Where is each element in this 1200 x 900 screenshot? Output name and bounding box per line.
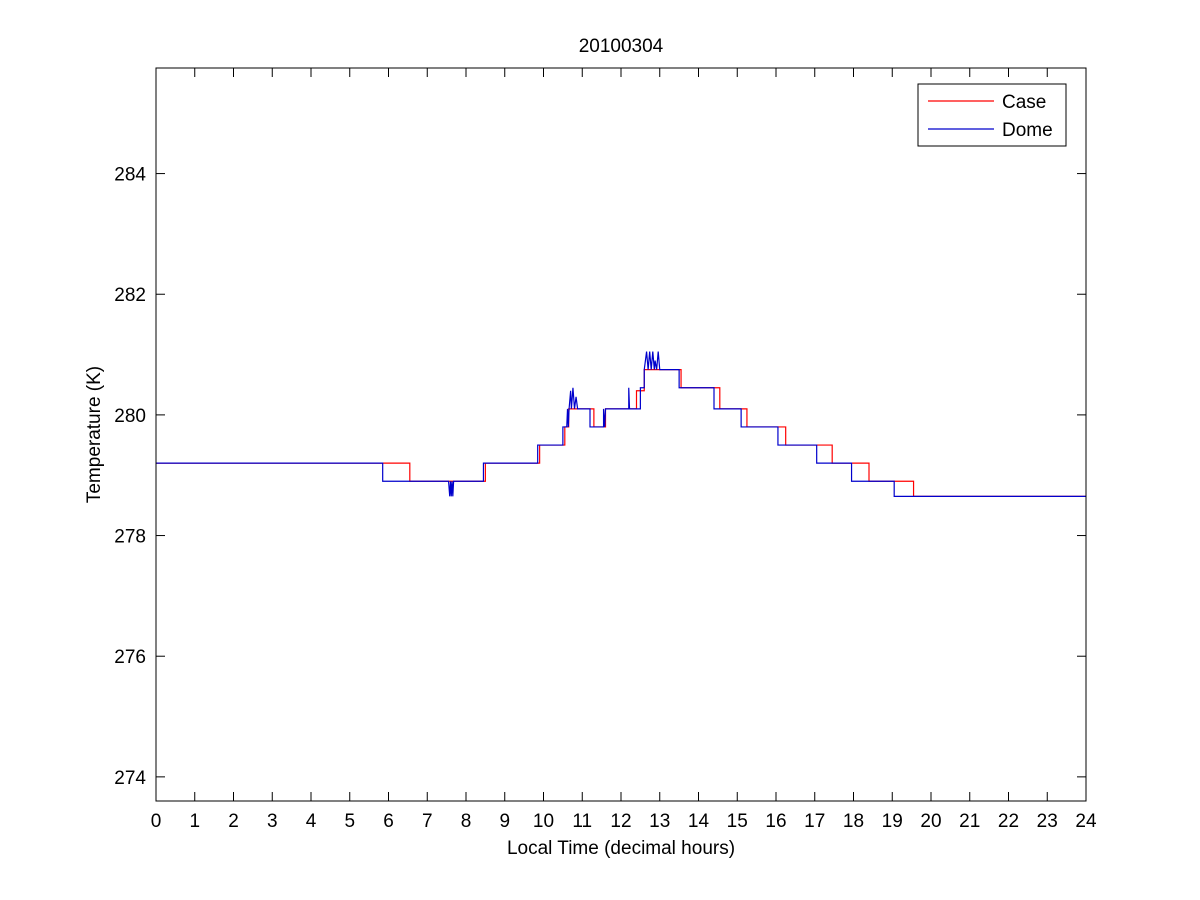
- y-tick-label: 278: [114, 527, 146, 548]
- x-tick-label: 17: [804, 811, 825, 832]
- x-tick-label: 5: [344, 811, 355, 832]
- x-tick-label: 9: [499, 811, 510, 832]
- y-tick-label: 282: [114, 285, 146, 306]
- x-tick-label: 4: [306, 811, 317, 832]
- x-tick-label: 7: [422, 811, 433, 832]
- x-tick-label: 22: [998, 811, 1019, 832]
- x-axis-title: Local Time (decimal hours): [507, 838, 735, 859]
- x-tick-label: 10: [533, 811, 554, 832]
- series-lines: [156, 351, 1086, 497]
- x-tick-label: 1: [189, 811, 200, 832]
- legend-label-dome: Dome: [1002, 120, 1053, 141]
- x-tick-label: 14: [688, 811, 710, 832]
- x-tick-label: 23: [1037, 811, 1058, 832]
- x-tick-label: 21: [959, 811, 980, 832]
- y-tick-label: 274: [114, 768, 146, 789]
- legend-box: [917, 83, 1067, 147]
- legend: Case Dome: [917, 83, 1067, 147]
- x-tick-label: 12: [610, 811, 631, 832]
- x-tick-label: 3: [267, 811, 278, 832]
- x-tick-label: 16: [765, 811, 786, 832]
- y-axis-title: Temperature (K): [84, 366, 105, 503]
- chart-title: 20100304: [579, 36, 664, 57]
- x-tick-label: 2: [228, 811, 239, 832]
- axis-ticks: 0 1 2 3 4 5 6 7 8 9 10 11 12 13 14 15 16 17 18 19 20 21 22 23 24…: [114, 68, 1097, 832]
- x-tick-label: 6: [383, 811, 394, 832]
- x-tick-label: 15: [727, 811, 748, 832]
- series-line-dome: [156, 351, 1086, 497]
- y-tick-label: 276: [114, 647, 146, 668]
- x-tick-label: 24: [1075, 811, 1097, 832]
- x-tick-label: 8: [461, 811, 472, 832]
- legend-label-case: Case: [1002, 92, 1046, 113]
- x-tick-label: 13: [649, 811, 670, 832]
- x-tick-label: 18: [843, 811, 864, 832]
- y-tick-label: 280: [114, 406, 146, 427]
- x-tick-label: 11: [572, 811, 592, 832]
- x-tick-label: 0: [151, 811, 162, 832]
- x-tick-label: 19: [882, 811, 903, 832]
- x-tick-label: 20: [920, 811, 941, 832]
- y-tick-label: 284: [114, 165, 146, 186]
